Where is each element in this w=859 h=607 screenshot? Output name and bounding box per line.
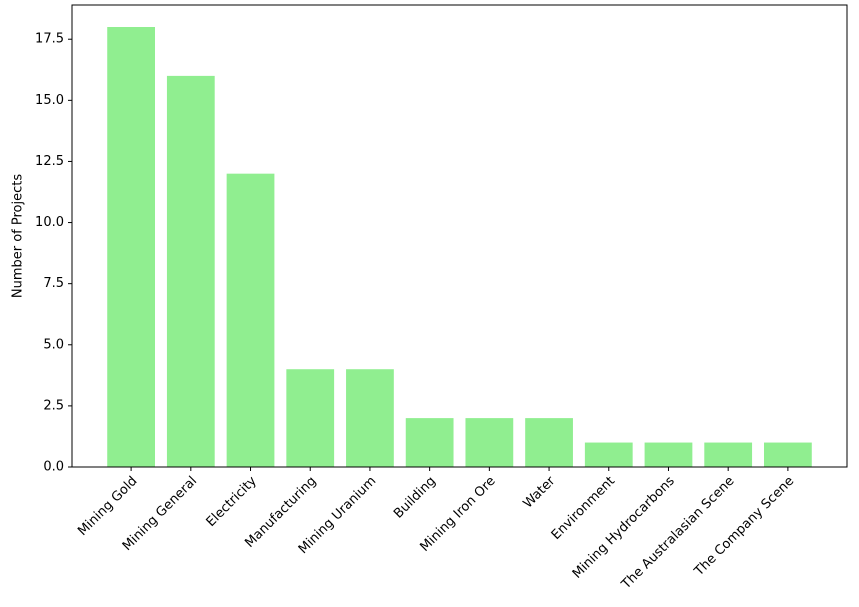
x-tick-label: Mining Hydrocarbons [570,474,678,582]
bar [405,418,454,467]
bar [346,369,394,467]
bar [525,418,573,467]
y-tick-label: 10.0 [35,215,64,230]
x-tick-label: The Australasian Scene [618,474,737,593]
x-tick-label: Water [521,473,559,511]
y-tick-label: 17.5 [35,32,64,47]
bar [584,442,633,467]
bar [644,442,693,467]
y-tick-label: 7.5 [43,276,64,291]
y-tick-label: 2.5 [43,398,64,413]
bar [704,442,753,467]
bar [764,442,812,467]
y-tick-label: 5.0 [43,337,64,352]
plot-frame [71,4,848,468]
bar [226,173,275,467]
bar [107,27,155,467]
x-tick-label: Mining Gold [75,474,140,539]
x-tick-label: Electricity [204,473,260,529]
bar [166,75,215,467]
x-tick-label: Building [391,474,439,522]
y-axis-label: Number of Projects [11,174,26,298]
bar [465,418,514,467]
y-tick-label: 15.0 [35,93,64,108]
x-tick-label: The Company Scene [691,474,797,580]
bar [286,369,335,467]
y-tick-label: 0.0 [43,460,64,475]
y-tick-label: 12.5 [35,154,64,169]
